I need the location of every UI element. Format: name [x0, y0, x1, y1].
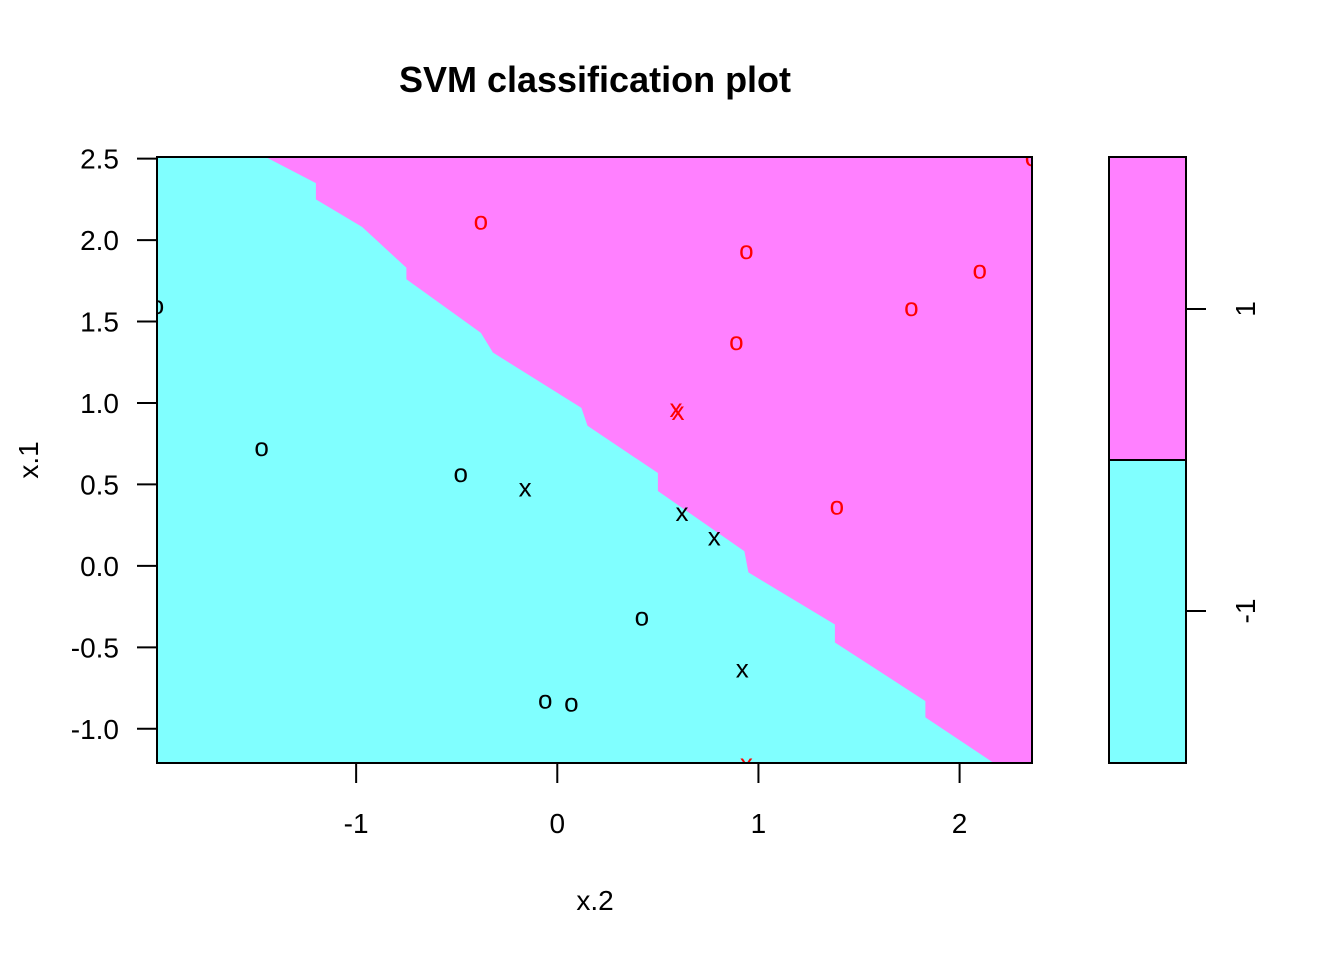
y-tick-label-7: -1.0 — [71, 714, 119, 745]
legend-label-1: 1 — [1230, 301, 1261, 317]
point-class-minus-1-3: x — [519, 473, 532, 503]
x-tick-label-2: 1 — [751, 808, 767, 839]
point-class-1-5: x — [670, 393, 683, 423]
y-tick-label-5: 0.0 — [80, 551, 119, 582]
point-class-minus-1-0: o — [150, 290, 164, 320]
x-tick-label-0: -1 — [344, 808, 369, 839]
legend-swatch-class-1 — [1109, 157, 1186, 460]
region-class-1 — [265, 157, 1033, 763]
legend-swatch-class-minus-1 — [1109, 460, 1186, 763]
y-axis-label: x.1 — [13, 441, 44, 478]
point-class-1-4: o — [729, 326, 743, 356]
y-tick-label-0: 2.5 — [80, 144, 119, 175]
point-class-1-7: o — [830, 491, 844, 521]
y-tick-label-4: 0.5 — [80, 469, 119, 500]
point-class-minus-1-9: o — [564, 688, 578, 718]
point-class-1-0: o — [474, 206, 488, 236]
point-class-minus-1-5: x — [708, 522, 721, 552]
y-tick-label-6: -0.5 — [71, 632, 119, 663]
point-class-minus-1-7: x — [736, 654, 749, 684]
point-class-1-2: o — [972, 254, 986, 284]
point-class-1-8: o — [1025, 142, 1039, 172]
point-class-1-9: x — [740, 748, 753, 778]
point-class-1-1: o — [739, 235, 753, 265]
legend: 1 -1 — [1108, 156, 1261, 764]
chart-title: SVM classification plot — [399, 59, 791, 100]
point-class-minus-1-4: x — [676, 497, 689, 527]
x-tick-label-3: 2 — [952, 808, 968, 839]
point-class-minus-1-2: o — [453, 458, 467, 488]
point-class-minus-1-1: o — [254, 432, 268, 462]
plot-frame — [156, 156, 1033, 764]
y-tick-label-3: 1.0 — [80, 388, 119, 419]
x-axis-label: x.2 — [576, 885, 613, 916]
point-class-minus-1-8: o — [538, 685, 552, 715]
x-axis: -1 0 1 2 — [344, 763, 968, 839]
point-class-1-6: x — [672, 396, 685, 426]
y-tick-label-1: 2.0 — [80, 225, 119, 256]
y-tick-label-2: 1.5 — [80, 307, 119, 338]
point-class-1-3: o — [904, 292, 918, 322]
y-axis: 2.5 2.0 1.5 1.0 0.5 0.0 -0.5 -1.0 — [71, 144, 157, 745]
point-class-minus-1-6: o — [635, 601, 649, 631]
legend-label-minus-1: -1 — [1230, 599, 1261, 624]
x-tick-label-1: 0 — [549, 808, 565, 839]
